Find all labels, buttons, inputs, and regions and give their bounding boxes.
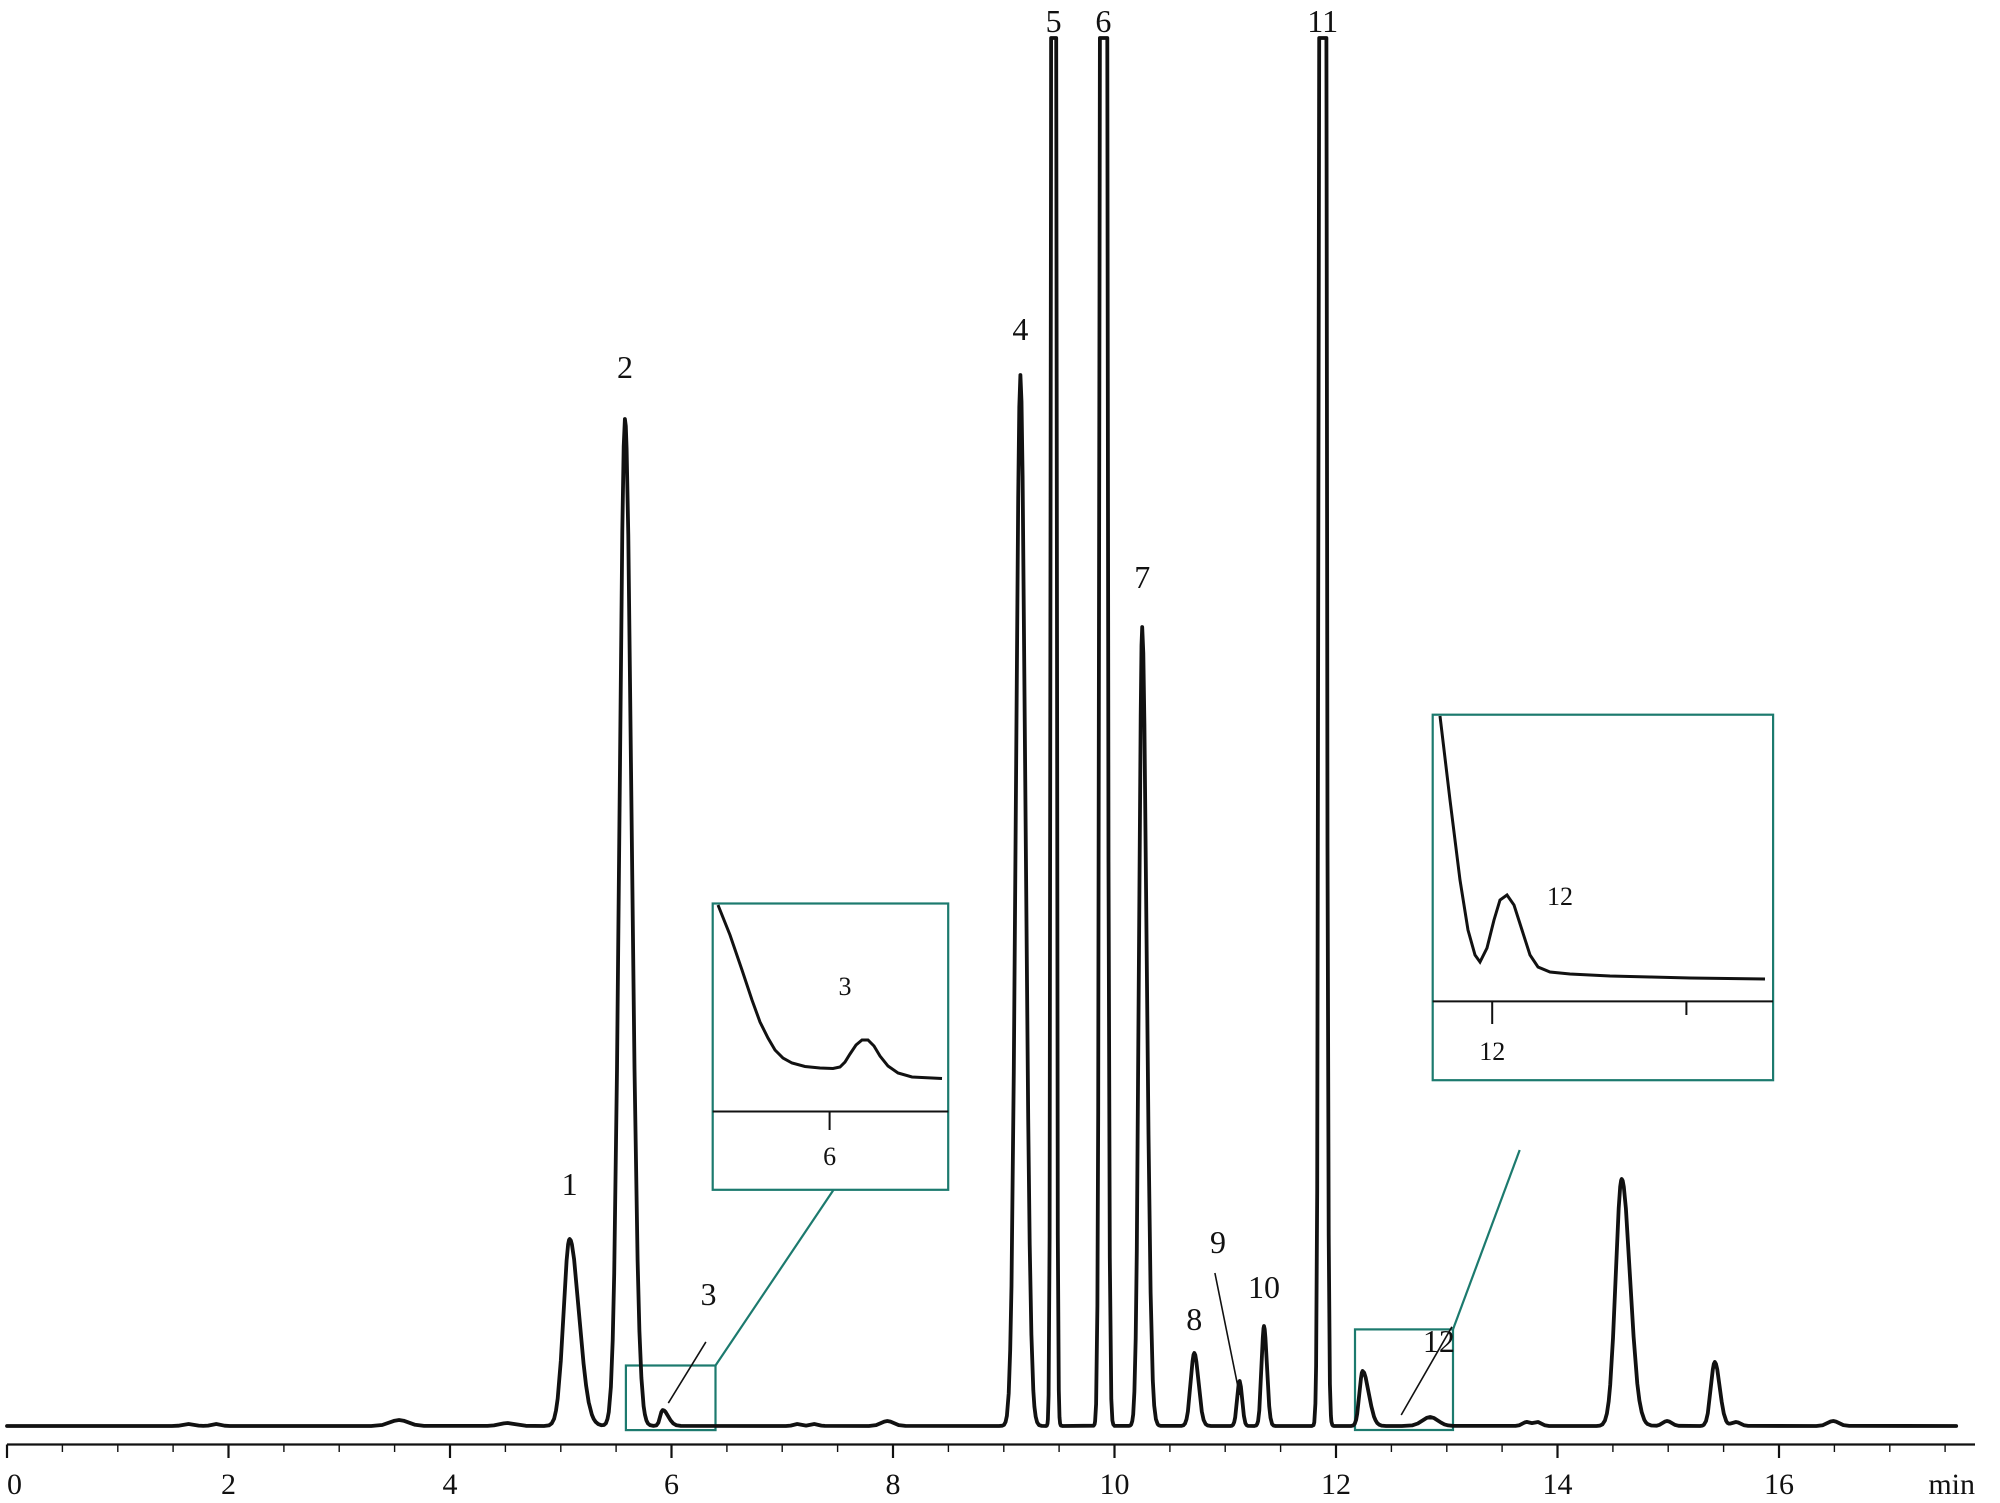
- svg-text:2: 2: [617, 349, 633, 385]
- svg-text:4: 4: [443, 1468, 458, 1501]
- svg-text:3: 3: [701, 1276, 717, 1312]
- svg-text:min: min: [1928, 1468, 1975, 1501]
- svg-text:5: 5: [1046, 3, 1062, 39]
- svg-text:6: 6: [664, 1468, 679, 1501]
- svg-text:2: 2: [221, 1468, 236, 1501]
- svg-text:4: 4: [1012, 311, 1028, 347]
- svg-text:16: 16: [1764, 1468, 1794, 1501]
- svg-text:9: 9: [1210, 1224, 1226, 1260]
- svg-text:12: 12: [1479, 1037, 1505, 1066]
- svg-text:7: 7: [1134, 559, 1150, 595]
- svg-text:11: 11: [1307, 3, 1338, 39]
- svg-text:8: 8: [1186, 1301, 1202, 1337]
- svg-text:14: 14: [1543, 1468, 1573, 1501]
- svg-text:12: 12: [1321, 1468, 1351, 1501]
- svg-text:6: 6: [1095, 3, 1111, 39]
- svg-text:10: 10: [1248, 1269, 1280, 1305]
- svg-text:3: 3: [839, 972, 852, 1001]
- svg-text:12: 12: [1547, 882, 1573, 911]
- svg-text:1: 1: [562, 1166, 578, 1202]
- svg-text:10: 10: [1100, 1468, 1130, 1501]
- svg-text:0: 0: [7, 1468, 22, 1501]
- svg-text:6: 6: [823, 1142, 836, 1171]
- svg-text:8: 8: [886, 1468, 901, 1501]
